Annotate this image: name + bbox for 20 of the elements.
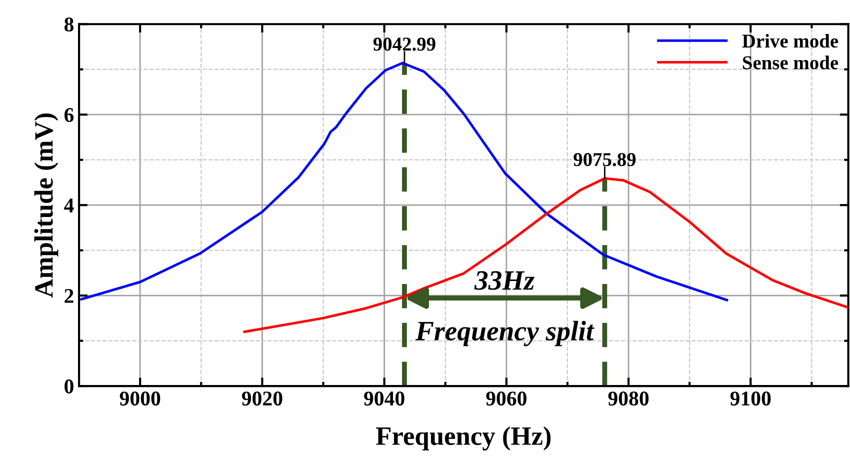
- y-axis-title: Amplitude (mV): [34, 114, 58, 298]
- legend-label: Sense mode: [742, 56, 838, 70]
- annotation: Frequency split: [415, 320, 594, 346]
- annotation: 9042.99: [373, 38, 436, 51]
- legend-label: Drive mode: [742, 34, 838, 48]
- y-tick-label: 4: [64, 198, 74, 212]
- y-tick-label: 2: [64, 289, 74, 303]
- annotation: 9075.89: [574, 152, 636, 166]
- x-tick-label: 9020: [242, 392, 282, 406]
- x-tick-label: 9040: [364, 392, 404, 406]
- x-axis-title: Frequency (Hz): [376, 426, 551, 450]
- y-tick-label: 8: [64, 18, 74, 32]
- x-tick-label: 9000: [120, 392, 160, 406]
- x-tick-label: 9080: [608, 392, 649, 406]
- annotation: 33Hz: [474, 271, 535, 290]
- y-tick-label: 0: [64, 379, 74, 394]
- x-tick-label: 9100: [730, 392, 771, 406]
- y-tick-label: 6: [64, 108, 74, 122]
- line-series: [80, 62, 728, 302]
- x-tick-label: 9060: [486, 392, 526, 406]
